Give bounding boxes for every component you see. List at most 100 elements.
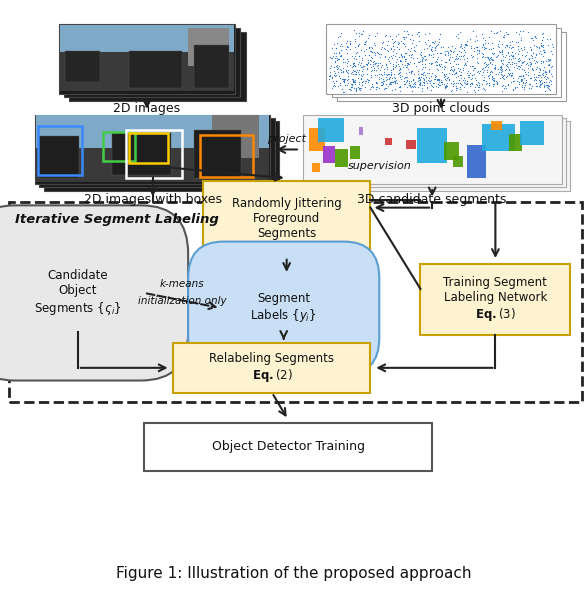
Point <box>368 57 377 66</box>
Point <box>425 40 435 50</box>
Point <box>377 49 386 59</box>
Point <box>460 79 469 88</box>
Point <box>484 55 493 65</box>
Point <box>517 59 527 68</box>
Point <box>470 63 479 73</box>
Point <box>336 65 345 74</box>
Point <box>516 43 526 53</box>
Point <box>333 64 342 74</box>
Point <box>386 79 395 89</box>
Point <box>397 59 407 69</box>
Point <box>432 65 442 74</box>
Point <box>395 38 404 48</box>
Point <box>502 83 511 92</box>
Point <box>408 75 417 85</box>
Point <box>403 64 412 74</box>
Point <box>357 80 366 89</box>
Point <box>337 28 346 38</box>
Point <box>428 58 437 68</box>
Point <box>389 64 398 74</box>
Point <box>440 51 449 60</box>
Point <box>386 67 396 77</box>
Point <box>416 77 425 87</box>
Point <box>332 62 341 72</box>
Point <box>373 59 383 68</box>
Point <box>440 65 449 74</box>
Point <box>532 56 541 66</box>
Point <box>445 66 455 76</box>
Point <box>349 58 359 68</box>
Point <box>526 57 535 67</box>
Point <box>448 47 457 57</box>
Point <box>412 61 421 71</box>
Point <box>361 39 370 49</box>
Point <box>515 62 524 71</box>
Point <box>405 81 415 91</box>
Point <box>467 73 477 83</box>
Point <box>376 65 385 75</box>
Point <box>465 34 475 44</box>
Point <box>421 76 430 86</box>
Point <box>343 59 352 68</box>
Point <box>517 45 527 55</box>
Point <box>500 33 509 42</box>
Point <box>456 73 466 83</box>
Point <box>366 70 376 80</box>
Point <box>377 39 387 48</box>
FancyBboxPatch shape <box>212 115 259 158</box>
Point <box>531 50 540 59</box>
Point <box>393 69 403 79</box>
Point <box>438 42 447 52</box>
Point <box>362 59 372 69</box>
Point <box>497 50 507 59</box>
Point <box>472 42 482 52</box>
Point <box>375 69 384 79</box>
Point <box>519 79 528 88</box>
Point <box>400 72 410 82</box>
Point <box>420 59 429 69</box>
Point <box>351 69 360 79</box>
Point <box>366 83 376 92</box>
Point <box>539 68 548 77</box>
Point <box>407 66 417 76</box>
Point <box>420 75 429 85</box>
Point <box>530 74 539 84</box>
Point <box>531 76 540 85</box>
Point <box>402 48 411 57</box>
Point <box>405 80 415 90</box>
FancyBboxPatch shape <box>303 115 562 184</box>
Point <box>403 60 412 70</box>
Point <box>393 78 402 88</box>
Point <box>452 54 462 64</box>
Point <box>544 84 553 94</box>
Point <box>387 65 396 75</box>
Point <box>370 31 380 40</box>
Point <box>430 70 439 80</box>
FancyBboxPatch shape <box>38 136 79 178</box>
Point <box>527 44 536 54</box>
Point <box>512 76 522 86</box>
Point <box>440 57 450 67</box>
Point <box>451 59 460 69</box>
Point <box>430 45 439 55</box>
Point <box>383 37 393 47</box>
FancyBboxPatch shape <box>406 140 416 149</box>
Point <box>474 86 483 95</box>
Point <box>470 46 479 56</box>
Point <box>382 60 391 70</box>
Point <box>446 65 455 74</box>
Point <box>483 71 493 81</box>
Point <box>384 74 393 83</box>
Point <box>544 60 553 70</box>
Point <box>348 51 357 61</box>
Point <box>356 70 366 80</box>
Point <box>417 86 427 95</box>
Point <box>387 51 396 60</box>
Point <box>342 65 351 75</box>
Point <box>493 64 503 74</box>
Point <box>363 55 373 65</box>
Point <box>457 67 466 77</box>
Point <box>429 38 439 48</box>
Point <box>432 48 442 58</box>
Point <box>530 58 540 68</box>
